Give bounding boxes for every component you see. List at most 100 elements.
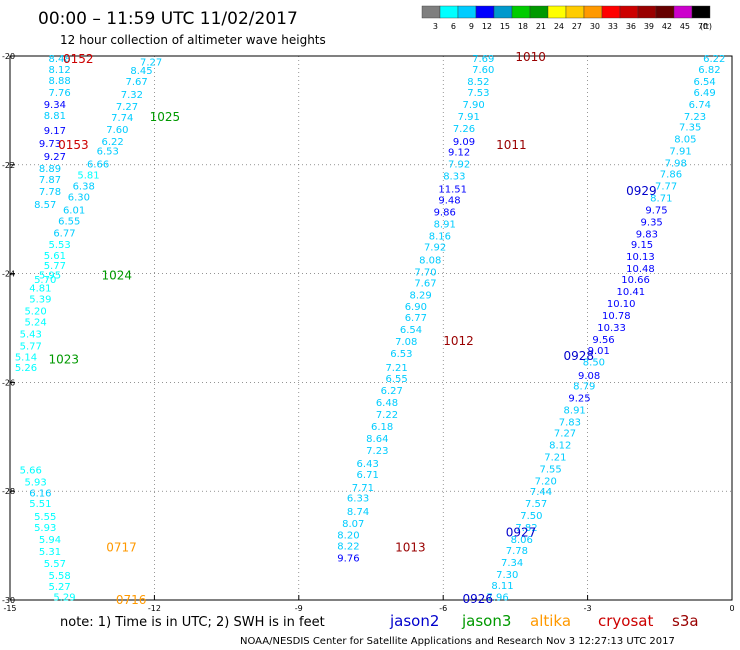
wave-height-value: 7.91 bbox=[458, 112, 480, 123]
colorbar-swatch bbox=[457, 5, 477, 19]
wave-height-value: 5.77 bbox=[44, 261, 66, 272]
colorbar-label: 21 bbox=[536, 22, 546, 31]
colorbar-swatch bbox=[493, 5, 513, 19]
wave-height-value: 10.48 bbox=[626, 264, 655, 275]
wave-height-value: 6.48 bbox=[376, 398, 398, 409]
wave-height-value: 8.71 bbox=[650, 193, 672, 204]
wave-height-value: 8.12 bbox=[49, 65, 71, 76]
colorbar-label: 45 bbox=[680, 22, 690, 31]
axis-ticks: -15 -12 -9 -6 -3 0-30-28-26-24-22-20 bbox=[2, 52, 735, 613]
wave-height-value: 9.01 bbox=[588, 346, 610, 357]
wave-height-value: 8.50 bbox=[583, 358, 605, 369]
wave-height-value: 8.74 bbox=[347, 507, 369, 518]
wave-height-value: 7.86 bbox=[660, 170, 682, 181]
wave-height-value: 9.34 bbox=[44, 100, 66, 111]
wave-height-value: 6.55 bbox=[58, 216, 80, 227]
wave-height-value: 6.82 bbox=[698, 65, 720, 76]
wave-height-value: 7.91 bbox=[669, 147, 691, 158]
wave-height-value: 5.66 bbox=[20, 465, 42, 476]
wave-height-value: 7.22 bbox=[376, 410, 398, 421]
wave-height-value: 7.78 bbox=[506, 546, 528, 557]
wave-height-value: 6.16 bbox=[29, 488, 51, 499]
wave-height-value: 6.54 bbox=[693, 77, 715, 88]
wave-height-value: 7.57 bbox=[525, 499, 547, 510]
wave-height-value: 5.94 bbox=[39, 535, 61, 546]
wave-height-value: 7.90 bbox=[462, 100, 484, 111]
wave-height-value: 7.98 bbox=[665, 159, 687, 170]
wave-height-value: 8.29 bbox=[410, 290, 432, 301]
credit-text: NOAA/NESDIS Center for Satellite Applica… bbox=[240, 636, 675, 647]
colorbar-swatch bbox=[475, 5, 495, 19]
wave-height-value: 8.11 bbox=[491, 581, 513, 592]
wave-height-value: 7.67 bbox=[126, 77, 148, 88]
wave-height-value: 5.77 bbox=[20, 341, 42, 352]
wave-height-value: 5.51 bbox=[29, 499, 51, 510]
wave-height-value: 6.01 bbox=[63, 205, 85, 216]
satellite-legend: jason2 jason3 altika cryosat s3a bbox=[389, 612, 699, 630]
wave-height-value: 7.21 bbox=[544, 452, 566, 463]
wave-height-value: 9.86 bbox=[434, 208, 456, 219]
colorbar-label: 3 bbox=[433, 22, 438, 31]
y-tick-label: -28 bbox=[2, 487, 15, 496]
wave-height-value: 9.48 bbox=[438, 196, 460, 207]
wave-height-value: 9.73 bbox=[39, 139, 61, 150]
pass-number-label: 1025 bbox=[150, 110, 181, 124]
y-tick-label: -26 bbox=[2, 378, 15, 387]
wave-height-value: 7.92 bbox=[448, 160, 470, 171]
x-tick-label: -15 bbox=[3, 604, 16, 613]
wave-height-value: 5.43 bbox=[20, 329, 42, 340]
wave-height-value: 7.27 bbox=[116, 102, 138, 113]
wave-height-value: 10.10 bbox=[607, 299, 636, 310]
wave-height-value: 7.70 bbox=[414, 267, 436, 278]
wave-height-value: 6.49 bbox=[693, 88, 715, 99]
wave-height-value: 6.53 bbox=[390, 349, 412, 360]
colorbar-swatch bbox=[583, 5, 603, 19]
wave-height-value: 5.55 bbox=[34, 512, 56, 523]
wave-height-value: 5.70 bbox=[34, 275, 56, 286]
wave-height-value: 9.76 bbox=[337, 554, 359, 565]
colorbar-swatch bbox=[421, 5, 441, 19]
colorbar-unit: (ft) bbox=[700, 22, 712, 31]
wave-height-value: 8.08 bbox=[419, 255, 441, 266]
wave-height-value: 7.30 bbox=[496, 570, 518, 581]
wave-height-value: 8.89 bbox=[39, 164, 61, 175]
wave-height-value: 8.88 bbox=[49, 76, 71, 87]
colorbar-swatch bbox=[511, 5, 531, 19]
wave-height-value: 7.96 bbox=[487, 593, 509, 604]
wave-height-value: 6.66 bbox=[87, 160, 109, 171]
x-tick-label: -9 bbox=[295, 604, 303, 613]
wave-height-value: 5.93 bbox=[34, 523, 56, 534]
wave-height-value: 5.61 bbox=[44, 251, 66, 262]
wave-height-value: 8.57 bbox=[34, 200, 56, 211]
wave-height-value: 6.77 bbox=[53, 228, 75, 239]
wave-height-value: 8.79 bbox=[573, 382, 595, 393]
wave-height-value: 9.27 bbox=[44, 152, 66, 163]
colorbar-label: 15 bbox=[500, 22, 510, 31]
wave-height-value: 5.81 bbox=[77, 171, 99, 182]
colorbar-swatch bbox=[655, 5, 675, 19]
colorbar-swatch bbox=[529, 5, 549, 19]
note-text: note: 1) Time is in UTC; 2) SWH is in fe… bbox=[60, 615, 325, 630]
wave-height-value: 7.78 bbox=[39, 187, 61, 198]
wave-height-value: 7.08 bbox=[395, 337, 417, 348]
wave-height-value: 7.32 bbox=[121, 90, 143, 101]
pass-number-label: 1010 bbox=[515, 50, 546, 64]
colorbar-label: 9 bbox=[469, 22, 474, 31]
pass-number-label: 0717 bbox=[106, 541, 137, 555]
plot-frame bbox=[9, 55, 733, 601]
satellite-legend-item: s3a bbox=[672, 612, 699, 630]
wave-height-value: 7.76 bbox=[49, 88, 71, 99]
colorbar: 3 6 9 12 15 18 21 24 27 30 33 36 39 42 45 70(ft) bbox=[421, 5, 712, 31]
pass-number-label: 0716 bbox=[116, 593, 147, 607]
pass-number-label: 1011 bbox=[496, 138, 527, 152]
colorbar-swatch bbox=[601, 5, 621, 19]
colorbar-swatch bbox=[673, 5, 693, 19]
wave-height-value: 10.13 bbox=[626, 252, 655, 263]
wave-height-value: 7.83 bbox=[559, 418, 581, 429]
wave-height-value: 11.51 bbox=[438, 185, 467, 196]
wave-height-value: 4.81 bbox=[29, 284, 51, 295]
wave-height-value: 8.81 bbox=[44, 111, 66, 122]
wave-height-value: 5.27 bbox=[49, 582, 71, 593]
wave-height-value: 8.52 bbox=[467, 77, 489, 88]
wave-height-value: 8.91 bbox=[564, 406, 586, 417]
